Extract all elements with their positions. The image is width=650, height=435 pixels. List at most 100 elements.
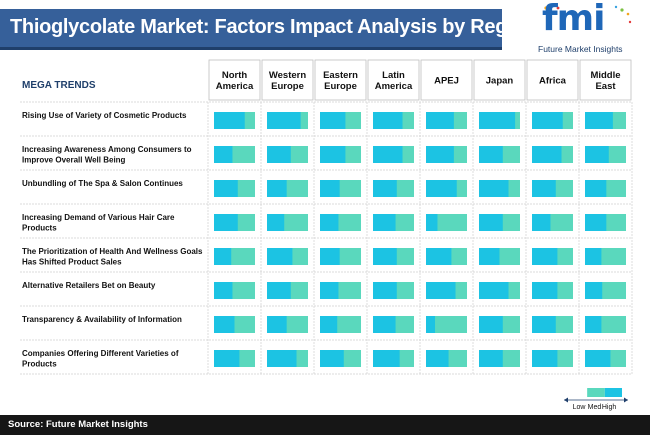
trend-label-line: Increasing Awareness Among Consumers to: [22, 145, 192, 154]
impact-cell-bar: [267, 214, 285, 231]
impact-cell-bar: [479, 146, 503, 163]
trend-label-line: Increasing Demand of Various Hair Care: [22, 213, 175, 222]
column-header-box: [261, 59, 314, 101]
column-header-line: East: [595, 81, 616, 92]
impact-cell-bar: [426, 214, 438, 231]
impact-cell-bar: [585, 316, 602, 333]
impact-cell-bar: [320, 350, 344, 367]
trend-label-0: Rising Use of Variety of Cosmetic Produc…: [22, 111, 187, 120]
impact-cell-bar: [426, 146, 454, 163]
column-header-box: [473, 59, 526, 101]
impact-cell-bar: [479, 214, 503, 231]
source-text: Source: Future Market Insights: [8, 419, 148, 430]
impact-cell-bar: [214, 214, 238, 231]
impact-cell-bar: [373, 248, 397, 265]
impact-cell-bar: [373, 146, 403, 163]
trend-label-line: Improve Overall Well Being: [22, 156, 126, 165]
column-header-0: North America: [216, 70, 254, 92]
column-header-line: Latin: [382, 70, 405, 81]
trend-label-5: Alternative Retailers Bet on Beauty: [22, 281, 156, 290]
column-header-line: America: [216, 81, 254, 92]
column-header-6: Africa: [539, 76, 567, 87]
impact-cell-bar: [267, 282, 291, 299]
impact-cell-bar: [426, 248, 452, 265]
column-header-line: North: [222, 70, 248, 81]
column-header-2: Eastern Europe: [323, 70, 358, 92]
trend-label-6: Transparency & Availability of Informati…: [22, 315, 182, 324]
impact-cell-bar: [267, 146, 291, 163]
column-header-box: [314, 59, 367, 101]
logo-letters: fmi: [542, 0, 606, 39]
impact-cell-bar: [320, 112, 346, 129]
impact-cell-bar: [426, 316, 436, 333]
impact-cell-bar: [479, 282, 509, 299]
impact-cell-bar: [214, 350, 240, 367]
impact-cell-bar: [267, 112, 301, 129]
trend-label-2: Unbundling of The Spa & Salon Continues: [22, 179, 183, 188]
page-title: Thioglycolate Market: Factors Impact Ana…: [10, 16, 537, 38]
trend-label-3: Increasing Demand of Various Hair Care Pr…: [22, 213, 175, 233]
impact-cell-bar: [320, 146, 346, 163]
legend-arrow-right-icon: [624, 397, 628, 403]
impact-cell-bar: [426, 282, 456, 299]
impact-cell-bar: [373, 214, 396, 231]
impact-cell-bar: [585, 146, 609, 163]
column-header-line: Africa: [539, 76, 567, 87]
column-header-line: Europe: [324, 81, 357, 92]
title-banner: Thioglycolate Market: Factors Impact Ana…: [0, 9, 537, 50]
column-header-7: Middle East: [590, 70, 620, 92]
impact-cell-bar: [585, 112, 613, 129]
impact-cell-bar: [267, 180, 287, 197]
column-header-line: Japan: [486, 76, 514, 87]
impact-cell-bar: [532, 248, 558, 265]
trend-label-line: Has Shifted Product Sales: [22, 258, 122, 267]
column-header-line: Western: [269, 70, 307, 81]
legend-med-block: [587, 388, 605, 397]
impact-cell-bar: [267, 350, 297, 367]
impact-cell-bar: [214, 282, 233, 299]
trend-label-line: Alternative Retailers Bet on Beauty: [22, 281, 156, 290]
impact-cell-bar: [585, 214, 607, 231]
impact-cell-bg: [426, 316, 467, 333]
impact-cell-bar: [320, 248, 340, 265]
impact-cell-bar: [479, 316, 503, 333]
column-header-line: Europe: [271, 81, 304, 92]
legend-label-low: Low: [573, 404, 587, 411]
impact-cell-bar: [532, 350, 558, 367]
column-header-line: Eastern: [323, 70, 358, 81]
impact-cell-bar: [532, 282, 558, 299]
impact-cell-bar: [479, 350, 503, 367]
impact-cell-bar: [532, 146, 562, 163]
impact-cell-bar: [373, 180, 397, 197]
column-header-box: [526, 59, 579, 101]
impact-cell-bar: [373, 350, 400, 367]
impact-cell-bar: [320, 282, 339, 299]
column-header-5: Japan: [486, 76, 514, 87]
impact-cell-bar: [267, 248, 293, 265]
impact-cell-bar: [479, 180, 509, 197]
impact-cell-bar: [373, 112, 403, 129]
impact-cell-bar: [426, 350, 449, 367]
logo-subtitle: Future Market Insights: [538, 44, 623, 54]
impact-cell-bar: [320, 180, 340, 197]
impact-cell-bar: [426, 112, 454, 129]
impact-cell-bar: [585, 282, 603, 299]
trend-label-line: Unbundling of The Spa & Salon Continues: [22, 179, 183, 188]
impact-cell-bar: [532, 112, 563, 129]
column-header-line: America: [375, 81, 413, 92]
impact-cell-bar: [532, 180, 556, 197]
column-header-box: [208, 59, 261, 101]
impact-cell-bar: [214, 316, 235, 333]
impact-cell-bar: [373, 282, 397, 299]
legend-high-block: [604, 388, 622, 397]
column-header-line: Middle: [590, 70, 620, 81]
impact-cell-bar: [214, 112, 245, 129]
trend-label-line: Rising Use of Variety of Cosmetic Produc…: [22, 111, 187, 120]
impact-cell-bar: [585, 350, 611, 367]
impact-cell-bar: [214, 180, 238, 197]
column-header-3: Latin America: [375, 70, 413, 92]
trend-label-line: Companies Offering Different Varieties o…: [22, 349, 179, 358]
impact-cell-bar: [479, 248, 500, 265]
column-header-box: [420, 59, 473, 101]
mega-trends-header: MEGA TRENDS: [22, 80, 96, 91]
